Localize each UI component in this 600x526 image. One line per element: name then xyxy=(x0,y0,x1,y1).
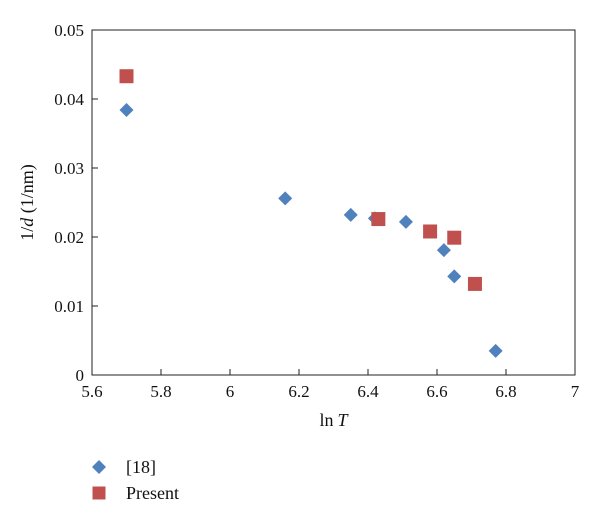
data-point-diamond xyxy=(447,269,462,284)
y-axis: 0 0.01 0.02 0.03 0.04 0.05 xyxy=(54,21,98,385)
x-tick-label: 6.6 xyxy=(426,382,447,401)
data-point-diamond xyxy=(119,103,134,118)
plot-border xyxy=(91,29,576,376)
x-tick-label: 6.2 xyxy=(288,382,309,401)
x-tick-label: 6.4 xyxy=(357,382,379,401)
y-tick-label: 0 xyxy=(76,366,85,385)
data-point-diamond xyxy=(436,243,451,258)
data-point-square xyxy=(467,276,482,291)
y-tick-label: 0.03 xyxy=(54,159,84,178)
data-point-diamond xyxy=(278,191,293,206)
data-point-diamond xyxy=(488,343,503,358)
plot-area xyxy=(91,29,576,376)
y-axis-title-prefix: 1/ xyxy=(17,227,37,241)
x-tick-label: 6 xyxy=(226,382,235,401)
y-tick-label: 0.05 xyxy=(54,21,84,40)
data-point-square xyxy=(423,224,438,239)
legend-item-18: [18] xyxy=(88,454,179,480)
x-axis-title-var: T xyxy=(338,410,350,430)
x-tick-label: 5.6 xyxy=(81,382,102,401)
data-point-diamond xyxy=(398,214,413,229)
x-tick-label: 7 xyxy=(571,382,580,401)
x-tick-label: 5.8 xyxy=(150,382,171,401)
data-point-square xyxy=(371,212,386,227)
x-axis-title: ln T xyxy=(319,410,349,430)
legend-item-present: Present xyxy=(88,480,179,506)
y-tick-label: 0.04 xyxy=(54,90,84,109)
data-point-square xyxy=(119,69,134,84)
x-tick-label: 6.8 xyxy=(495,382,516,401)
data-points xyxy=(119,69,503,358)
data-point-square xyxy=(447,230,462,245)
legend-square-marker xyxy=(88,482,110,504)
legend-label-18: [18] xyxy=(126,456,156,477)
y-axis-title-var: d xyxy=(17,217,37,227)
legend-label-present: Present xyxy=(126,482,179,503)
y-axis-title-suffix: (1/nm) xyxy=(17,164,38,218)
y-tick-label: 0.02 xyxy=(54,228,84,247)
legend-diamond-marker xyxy=(88,456,110,478)
legend: [18] Present xyxy=(88,454,179,506)
data-point-diamond xyxy=(343,207,358,222)
x-axis-title-prefix: ln xyxy=(319,410,333,430)
x-axis: 5.6 5.8 6 6.2 6.4 6.6 6.8 7 xyxy=(81,369,580,401)
y-axis-title: 1/d (1/nm) xyxy=(17,164,38,241)
scatter-chart: 5.6 5.8 6 6.2 6.4 6.6 6.8 7 0 0.01 0.02 0.03 0.04 0.… xyxy=(17,21,580,430)
y-tick-label: 0.01 xyxy=(54,297,84,316)
